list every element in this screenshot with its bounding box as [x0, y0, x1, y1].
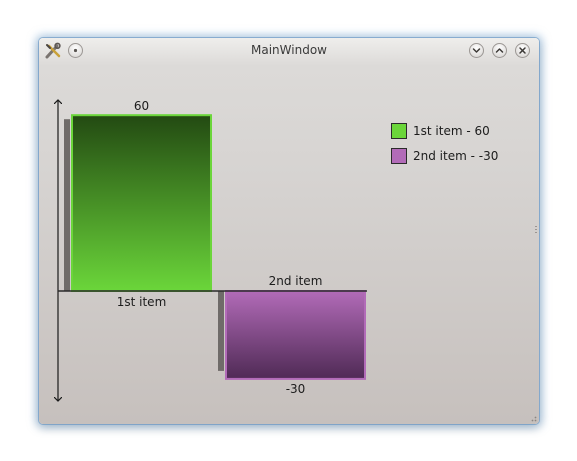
window-menu-button[interactable]	[68, 43, 83, 58]
maximize-button[interactable]	[492, 43, 507, 58]
chevron-down-icon	[472, 48, 481, 53]
title-bar[interactable]: MainWindow	[39, 38, 539, 64]
close-icon	[519, 47, 526, 54]
legend-label: 1st item - 60	[413, 123, 490, 138]
resize-grip-icon[interactable]	[529, 414, 537, 422]
menu-dot-icon	[73, 48, 78, 53]
legend-swatch	[391, 147, 407, 164]
chevron-up-icon	[495, 48, 504, 53]
bar-2	[225, 290, 366, 380]
legend-swatch	[391, 122, 407, 139]
bar-chart: 60 1st item -30 2nd item	[39, 38, 367, 424]
category-label: 2nd item	[269, 274, 323, 288]
bar-shadow	[64, 119, 70, 291]
main-window: MainWindow	[39, 38, 539, 424]
category-label: 1st item	[117, 295, 167, 309]
value-label: 60	[134, 99, 149, 113]
legend-item: 2nd item - -30	[391, 143, 498, 168]
legend-label: 2nd item - -30	[413, 148, 499, 163]
minimize-button[interactable]	[469, 43, 484, 58]
window-title: MainWindow	[251, 43, 327, 57]
legend-item: 1st item - 60	[391, 118, 498, 143]
tools-icon[interactable]	[44, 42, 62, 60]
chart-legend: 1st item - 60 2nd item - -30	[391, 118, 498, 168]
bar-shadow	[218, 291, 224, 371]
value-label: -30	[286, 382, 306, 396]
bar-1	[71, 114, 212, 292]
resize-edge[interactable]	[535, 226, 537, 234]
close-button[interactable]	[515, 43, 530, 58]
